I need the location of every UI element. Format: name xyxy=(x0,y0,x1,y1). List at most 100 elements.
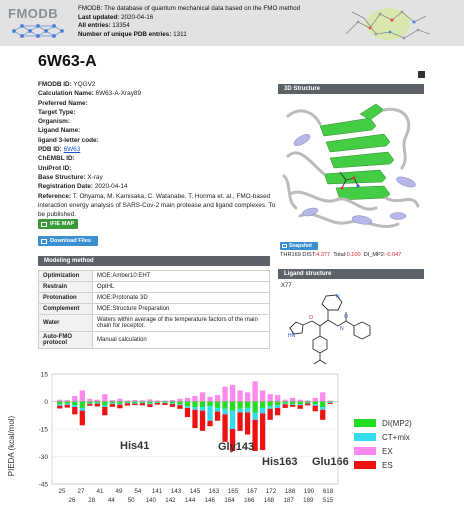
bar-ct xyxy=(207,406,213,421)
bar-group xyxy=(72,396,78,415)
bar-ct xyxy=(72,405,78,407)
x-tick-label: 49 xyxy=(116,488,123,495)
bar-ct xyxy=(259,407,266,414)
svg-text:O: O xyxy=(344,314,348,320)
bar-es xyxy=(244,412,251,435)
bar-ex xyxy=(177,398,183,402)
bar-ct xyxy=(177,404,183,406)
camera-icon xyxy=(282,243,287,248)
legend-label: ES xyxy=(382,461,393,470)
bar-ct xyxy=(109,403,115,405)
bar-group xyxy=(305,400,311,406)
annotations: His41 Gly143 His163 Glu166 xyxy=(120,440,349,468)
legend-label: DI(MP2) xyxy=(382,419,412,428)
bar-di xyxy=(192,401,198,407)
bar-ct xyxy=(312,404,318,406)
bar-ex xyxy=(72,396,78,402)
bar-group xyxy=(124,400,131,406)
bar-ct xyxy=(327,402,333,404)
all-entries: All entries: 13354 xyxy=(78,22,130,30)
bar-group xyxy=(320,392,326,420)
ifie-map-button[interactable]: IFIE MAP xyxy=(38,219,78,229)
bar-ex xyxy=(169,400,176,402)
bar-ex xyxy=(102,394,108,402)
bar-ex xyxy=(147,399,153,402)
bar-ct xyxy=(320,407,326,410)
x-tick-label: 618 xyxy=(323,488,334,495)
bar-ex xyxy=(275,395,281,402)
bar-ct xyxy=(290,404,296,405)
bar-di xyxy=(207,401,213,407)
bar-di xyxy=(259,401,266,408)
bar-ct xyxy=(222,408,228,415)
bar-group xyxy=(237,390,243,431)
protein-3d-viewer[interactable] xyxy=(280,96,424,238)
y-ticks: 15 0 -15 -30 -45 xyxy=(39,372,338,489)
x-tick-label: 167 xyxy=(247,488,258,495)
bar-di xyxy=(282,401,288,404)
x-tick-label: 143 xyxy=(171,488,182,495)
bar-ct xyxy=(79,407,85,411)
plot-frame xyxy=(51,373,339,485)
modeling-table: Optimization MOE:Amber10:EHT Restrain OptH… xyxy=(38,270,270,349)
section-ligand-structure: Ligand structure xyxy=(278,269,424,279)
grid-icon xyxy=(41,221,47,227)
info-uniprot-id: UniProt ID: xyxy=(38,164,72,172)
bar-di xyxy=(72,401,78,406)
bar-es xyxy=(117,404,123,409)
legend-swatch xyxy=(354,419,376,427)
bar-group xyxy=(94,399,100,407)
bar-ct xyxy=(252,412,258,420)
download-files-button[interactable]: Download Files xyxy=(38,236,98,246)
bar-es xyxy=(207,420,213,427)
bar-ct xyxy=(117,403,123,405)
header-molecule-icon xyxy=(345,8,431,40)
bar-es xyxy=(87,403,93,406)
bar-group xyxy=(214,395,221,421)
ligand-code: X77 xyxy=(281,283,292,289)
bar-di xyxy=(290,401,296,405)
bar-di xyxy=(102,401,108,406)
fmodb-logo[interactable]: FMODB xyxy=(8,6,70,42)
page-title: 6W63-A xyxy=(38,53,97,70)
bar-ct xyxy=(154,402,161,403)
bar-di xyxy=(184,401,191,407)
snapshot-button[interactable]: Snapshot xyxy=(280,242,318,250)
bar-ex xyxy=(79,390,85,402)
bar-group xyxy=(275,395,281,416)
bar-group xyxy=(184,397,191,418)
bar-ct xyxy=(297,404,303,406)
bar-group xyxy=(109,400,115,407)
info-chembl-id: ChEMBL ID: xyxy=(38,155,75,163)
section-3d-structure: 3D Structure xyxy=(278,84,424,94)
bar-group xyxy=(162,400,168,405)
database-description: FMODB: The database of quantum mechanica… xyxy=(78,5,301,12)
close-icon[interactable] xyxy=(418,71,425,78)
bar-ct xyxy=(214,407,221,412)
bar-es xyxy=(94,403,100,407)
bar-group xyxy=(87,398,93,406)
bar-ex xyxy=(207,396,213,402)
bar-es xyxy=(109,404,115,407)
pdb-id-link[interactable]: 6W63 xyxy=(63,146,81,154)
bar-es xyxy=(124,403,131,406)
bar-di xyxy=(147,401,153,404)
entry-info: FMODB ID: YQGV2 Calculation Name: 6W63-A… xyxy=(38,80,275,219)
section-modeling-method: Modeling method xyxy=(38,256,270,266)
bar-group xyxy=(139,400,146,406)
residue-annotation: His163 xyxy=(262,456,297,468)
bar-group xyxy=(169,400,176,407)
bar-group xyxy=(207,396,213,427)
x-tick-label: 172 xyxy=(266,488,277,495)
bar-es xyxy=(154,402,161,405)
x-ticks: 25 27 41 49 54 141 143 145 163 165 167 172 188 190 618… xyxy=(59,488,334,504)
bar-ex xyxy=(87,398,93,402)
bar-es xyxy=(327,403,333,405)
y-tick-label: -45 xyxy=(39,482,49,489)
bar-ex xyxy=(327,400,333,402)
bar-group xyxy=(177,398,183,409)
bar-group xyxy=(57,399,63,409)
bar-di xyxy=(169,401,176,404)
table-row: Optimization MOE:Amber10:EHT xyxy=(38,270,270,282)
bar-ex xyxy=(184,397,191,402)
